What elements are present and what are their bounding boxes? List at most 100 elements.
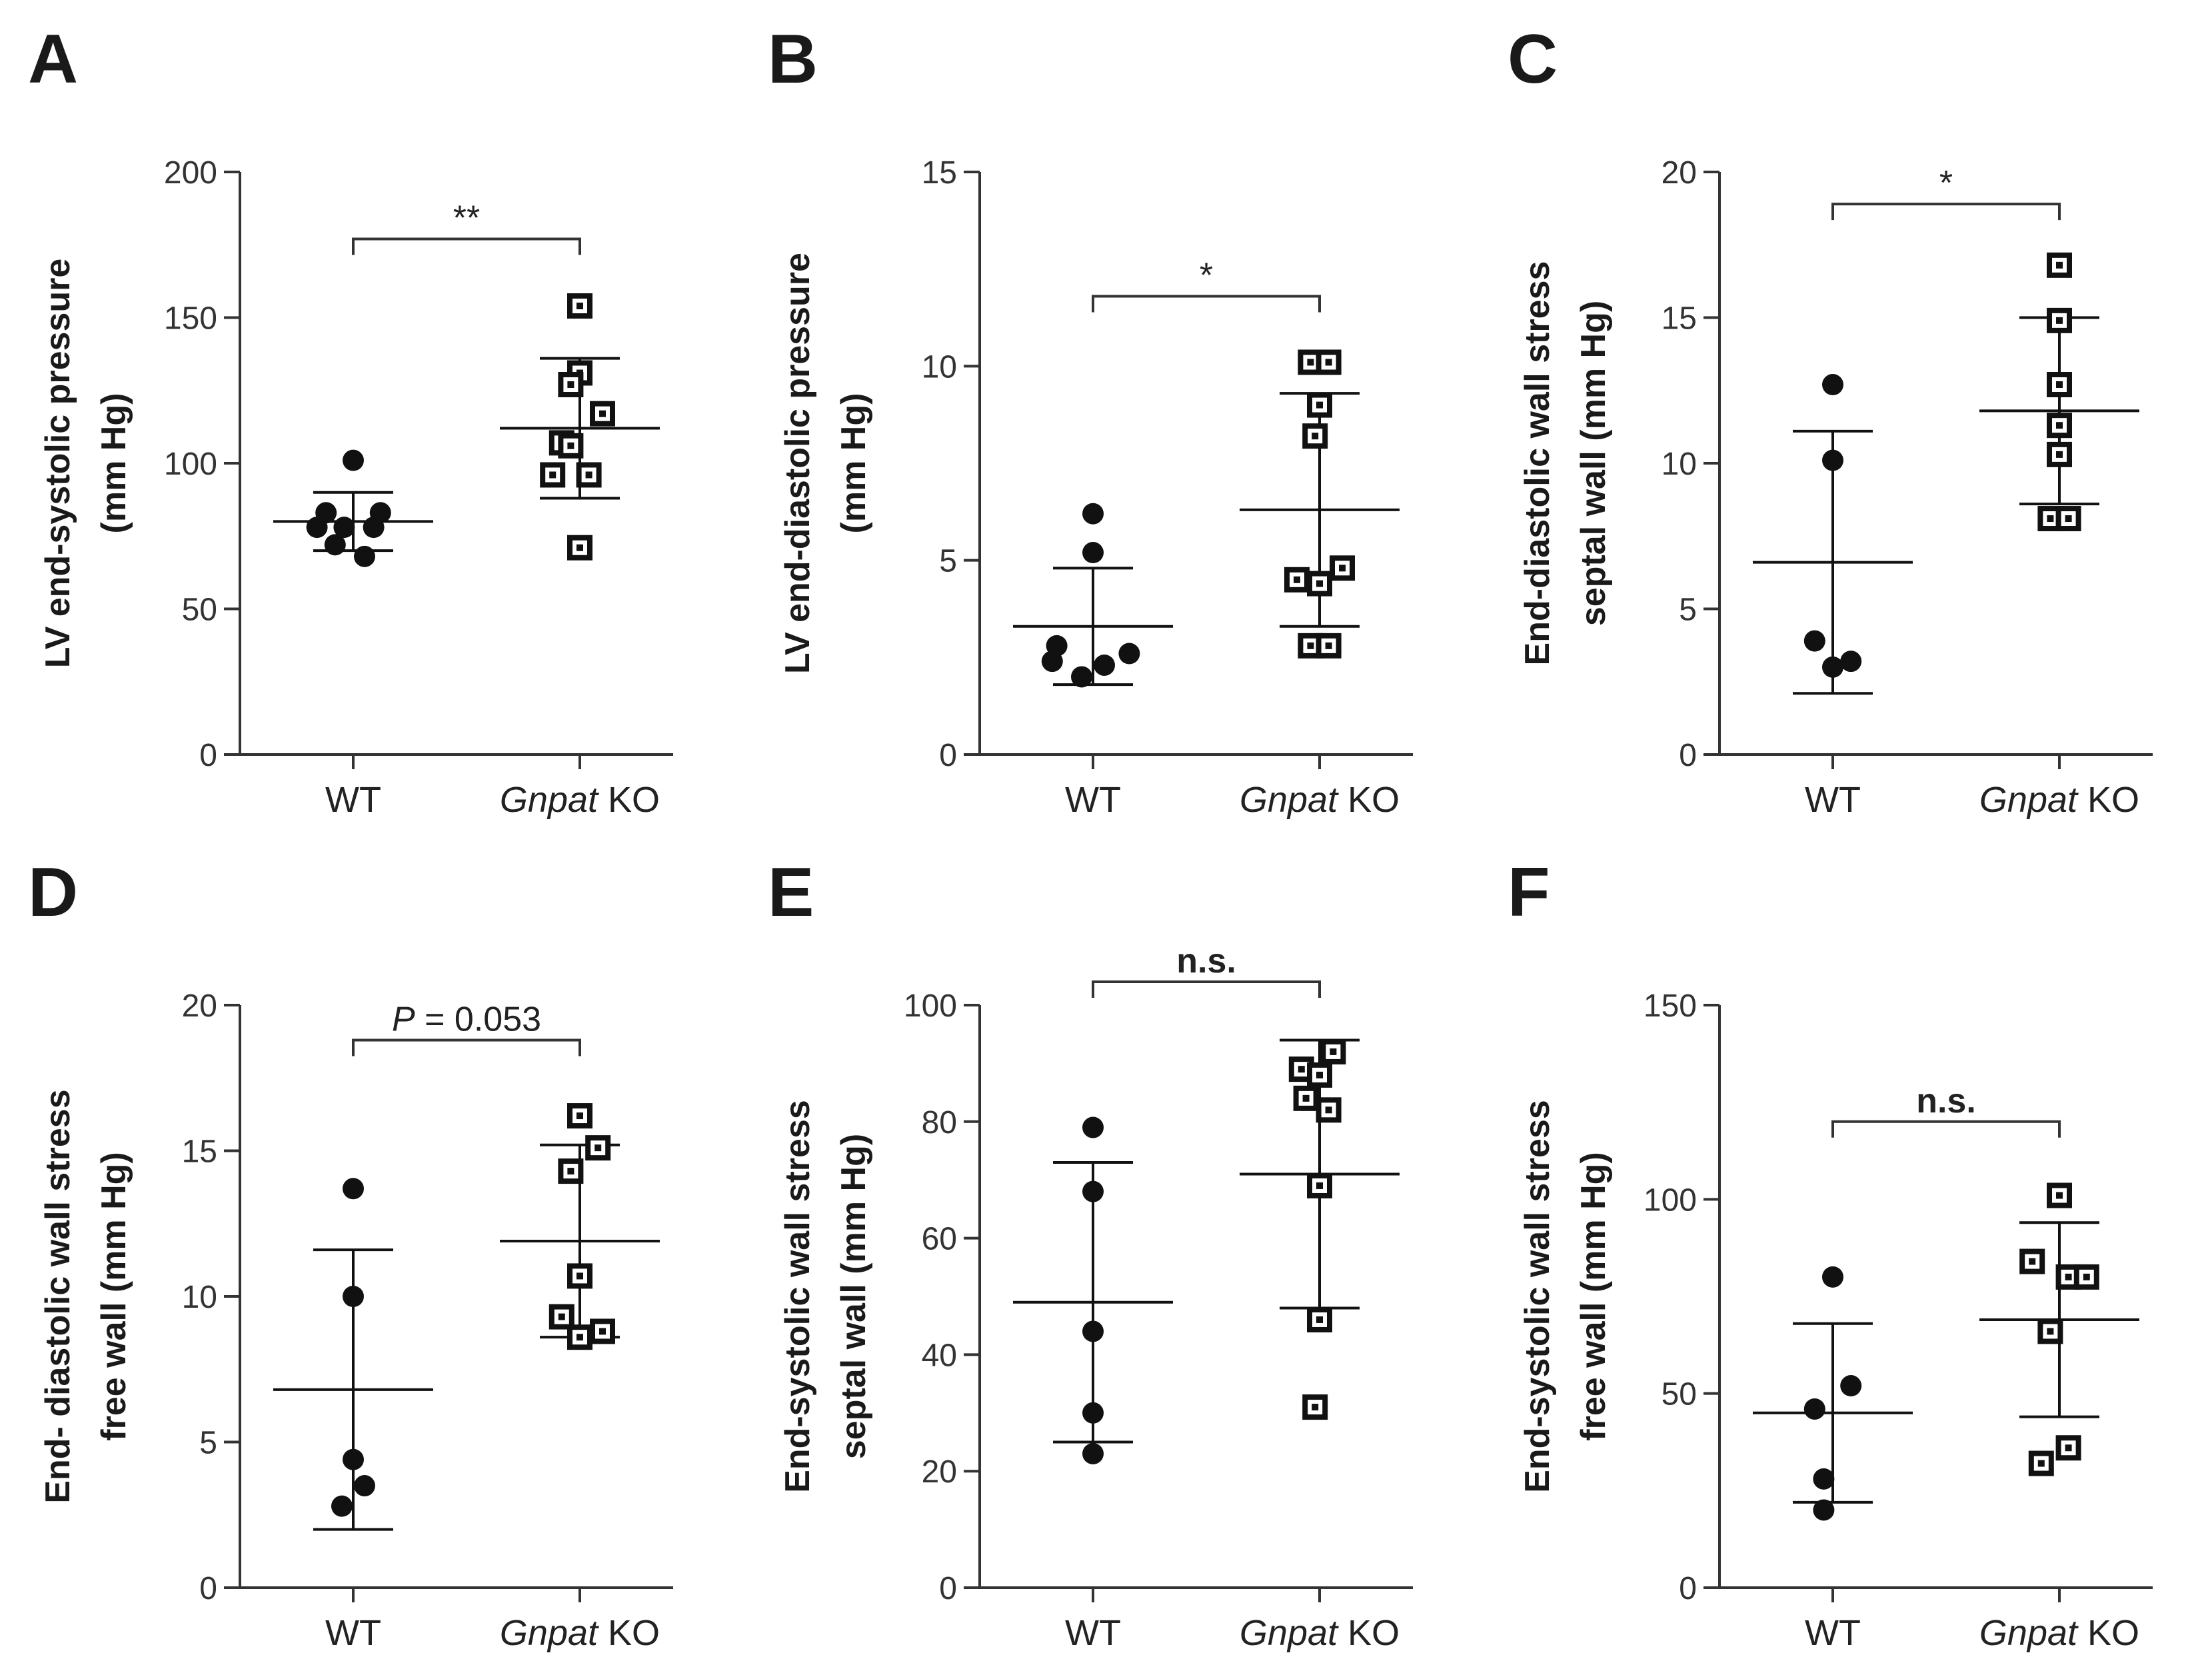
y-tick-label: 15 bbox=[922, 155, 957, 191]
x-category-label: Gnpat KO bbox=[500, 780, 660, 820]
panel-label: F bbox=[1508, 854, 1550, 931]
significance-label: ** bbox=[453, 199, 480, 238]
data-point-ko bbox=[567, 535, 592, 561]
x-category-italic: Gnpat bbox=[1240, 780, 1339, 820]
data-point-ko bbox=[585, 1135, 611, 1161]
data-point-wt bbox=[331, 1495, 353, 1517]
data-point-ko bbox=[558, 1158, 584, 1184]
data-point-ko bbox=[1307, 1306, 1332, 1332]
y-axis-label-line: End-systolic wall stress bbox=[1518, 1100, 1557, 1493]
data-point-ko bbox=[567, 1103, 592, 1129]
significance-bracket bbox=[352, 237, 581, 255]
data-point-wt bbox=[354, 545, 375, 567]
y-tick-label: 0 bbox=[1679, 738, 1697, 773]
panel-label: D bbox=[28, 854, 78, 931]
panel-label: B bbox=[768, 21, 818, 98]
y-axis-label-line: (mm Hg) bbox=[834, 393, 873, 534]
y-tick-label: 5 bbox=[199, 1426, 217, 1461]
data-point-wt bbox=[1813, 1499, 1835, 1521]
data-point-ko bbox=[2047, 1182, 2072, 1208]
data-point-wt bbox=[1822, 374, 1843, 396]
data-point-wt bbox=[343, 449, 364, 471]
data-point-wt bbox=[1071, 666, 1092, 688]
x-category-label: WT bbox=[325, 1613, 381, 1653]
data-point-ko bbox=[567, 293, 592, 319]
y-axis-label-line: septal wall (mm Hg) bbox=[1574, 301, 1613, 626]
y-tick-label: 10 bbox=[922, 349, 957, 385]
y-axis-label-line: End- diastolic wall stress bbox=[39, 1089, 77, 1503]
data-point-wt bbox=[363, 517, 385, 539]
x-category-italic: Gnpat bbox=[1979, 1613, 2079, 1653]
data-point-wt bbox=[1082, 542, 1104, 564]
data-point-wt bbox=[1082, 1116, 1104, 1138]
y-tick-label: 5 bbox=[1679, 593, 1697, 628]
significance-bracket bbox=[1831, 203, 2061, 221]
data-point-ko bbox=[590, 401, 615, 427]
significance-label: n.s. bbox=[1176, 942, 1236, 980]
data-point-ko bbox=[1316, 633, 1342, 659]
y-tick-label: 15 bbox=[1661, 301, 1697, 337]
significance-bracket bbox=[1092, 980, 1321, 998]
data-point-wt bbox=[1041, 651, 1063, 673]
significance-bracket bbox=[352, 1038, 581, 1056]
y-tick-label: 10 bbox=[1661, 447, 1697, 482]
data-point-ko bbox=[2019, 1248, 2045, 1274]
y-tick-label: 0 bbox=[1679, 1571, 1697, 1606]
panel-label: C bbox=[1508, 21, 1558, 98]
data-point-ko bbox=[2037, 1318, 2063, 1344]
data-point-ko bbox=[1284, 567, 1310, 593]
y-tick-label: 50 bbox=[1661, 1377, 1697, 1412]
data-point-wt bbox=[1082, 503, 1104, 525]
data-point-ko bbox=[2047, 413, 2072, 439]
data-point-wt bbox=[333, 517, 355, 539]
significance-label: P = 0.053 bbox=[392, 1000, 541, 1038]
y-axis-label-line: LV end-systolic pressure bbox=[39, 259, 77, 669]
panel-C: C End-diastolic wall stress septal wall (m… bbox=[1508, 21, 2153, 820]
y-tick-label: 100 bbox=[1644, 1182, 1697, 1218]
data-point-ko bbox=[2047, 372, 2072, 398]
y-tick-label: 0 bbox=[199, 1571, 217, 1606]
data-point-ko bbox=[1307, 571, 1332, 597]
data-point-ko bbox=[549, 1304, 574, 1330]
data-point-ko bbox=[1307, 1172, 1332, 1198]
data-point-ko bbox=[2073, 1264, 2099, 1290]
significance-label: * bbox=[1200, 256, 1213, 295]
data-point-wt bbox=[343, 1448, 364, 1470]
data-point-ko bbox=[2028, 1450, 2054, 1476]
data-point-wt bbox=[1118, 643, 1140, 665]
panel-label: E bbox=[768, 854, 814, 931]
y-axis-label-line: septal wall (mm Hg) bbox=[834, 1134, 873, 1459]
y-tick-label: 15 bbox=[182, 1134, 217, 1170]
data-point-ko bbox=[2055, 506, 2081, 532]
data-point-wt bbox=[324, 534, 346, 556]
x-category-suffix: KO bbox=[598, 780, 660, 820]
data-point-wt bbox=[1840, 1375, 1862, 1397]
data-point-wt bbox=[1840, 651, 1862, 673]
data-point-ko bbox=[2055, 1435, 2081, 1461]
data-point-wt bbox=[1082, 1442, 1104, 1464]
data-point-ko bbox=[567, 1324, 592, 1350]
significance-label: n.s. bbox=[1916, 1082, 1976, 1120]
x-category-italic: Gnpat bbox=[1240, 1613, 1339, 1653]
x-category-label: WT bbox=[325, 780, 381, 820]
y-tick-label: 20 bbox=[922, 1454, 957, 1490]
data-point-wt bbox=[1803, 1398, 1825, 1420]
y-tick-label: 0 bbox=[939, 1571, 957, 1606]
y-tick-label: 20 bbox=[182, 988, 217, 1024]
y-axis-label-line: free wall (mm Hg) bbox=[1574, 1152, 1613, 1440]
x-category-suffix: KO bbox=[598, 1613, 660, 1653]
x-category-suffix: KO bbox=[1338, 1613, 1400, 1653]
data-point-ko bbox=[2047, 307, 2072, 333]
panel-A: A LV end-systolic pressure (mm Hg) 0 50 100 15… bbox=[28, 21, 673, 820]
significance-bracket bbox=[1092, 295, 1321, 313]
panel-D: D End- diastolic wall stress free wall (mm… bbox=[28, 854, 673, 1653]
data-point-ko bbox=[1316, 1097, 1342, 1123]
x-category-label: WT bbox=[1805, 780, 1861, 820]
data-point-ko bbox=[1302, 1394, 1328, 1420]
data-point-ko bbox=[2047, 252, 2072, 278]
x-category-label: Gnpat KO bbox=[1240, 780, 1400, 820]
y-tick-label: 60 bbox=[922, 1222, 957, 1257]
data-point-ko bbox=[558, 372, 584, 398]
data-point-ko bbox=[1316, 349, 1342, 375]
